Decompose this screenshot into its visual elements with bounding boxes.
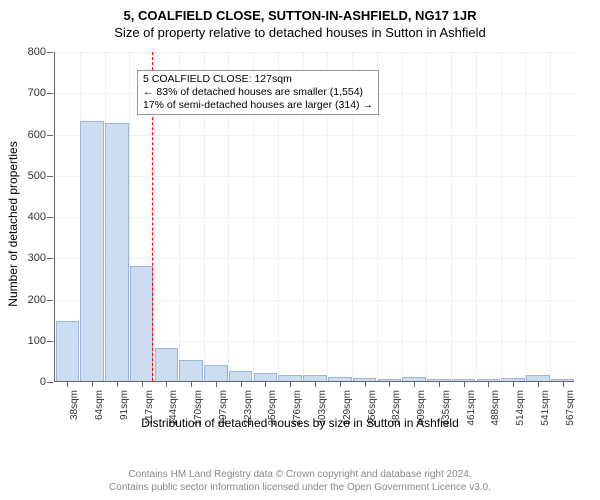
y-tick-label: 400 bbox=[6, 211, 46, 223]
histogram-bar bbox=[155, 348, 179, 381]
y-tick-label: 100 bbox=[6, 335, 46, 347]
footer-line1: Contains HM Land Registry data © Crown c… bbox=[0, 468, 600, 481]
y-tick-label: 300 bbox=[6, 252, 46, 264]
histogram-bar bbox=[80, 121, 104, 381]
annotation-line3: 17% of semi-detached houses are larger (… bbox=[143, 99, 373, 112]
y-tick-label: 200 bbox=[6, 294, 46, 306]
x-axis-title: Distribution of detached houses by size … bbox=[0, 416, 600, 430]
footer-attribution: Contains HM Land Registry data © Crown c… bbox=[0, 468, 600, 494]
y-tick-label: 0 bbox=[6, 376, 46, 388]
histogram-bar bbox=[56, 321, 80, 381]
histogram-bar bbox=[204, 365, 228, 382]
histogram-bar bbox=[105, 123, 129, 381]
y-tick-label: 800 bbox=[6, 46, 46, 58]
y-tick-label: 700 bbox=[6, 87, 46, 99]
plot-area: 5 COALFIELD CLOSE: 127sqm ← 83% of detac… bbox=[54, 52, 574, 382]
footer-line2: Contains public sector information licen… bbox=[0, 481, 600, 494]
y-tick-label: 500 bbox=[6, 170, 46, 182]
histogram-bar bbox=[179, 360, 203, 381]
chart-title-line1: 5, COALFIELD CLOSE, SUTTON-IN-ASHFIELD, … bbox=[0, 0, 600, 23]
y-tick-label: 600 bbox=[6, 129, 46, 141]
annotation-line2: ← 83% of detached houses are smaller (1,… bbox=[143, 86, 373, 99]
annotation-line1: 5 COALFIELD CLOSE: 127sqm bbox=[143, 73, 373, 86]
chart-container: Number of detached properties 5 COALFIEL… bbox=[0, 44, 600, 434]
y-axis-title: Number of detached properties bbox=[6, 141, 20, 306]
histogram-bar bbox=[229, 371, 253, 381]
annotation-box: 5 COALFIELD CLOSE: 127sqm ← 83% of detac… bbox=[137, 70, 379, 115]
histogram-bar bbox=[130, 266, 154, 382]
histogram-bar bbox=[254, 373, 278, 381]
chart-title-line2: Size of property relative to detached ho… bbox=[0, 23, 600, 44]
